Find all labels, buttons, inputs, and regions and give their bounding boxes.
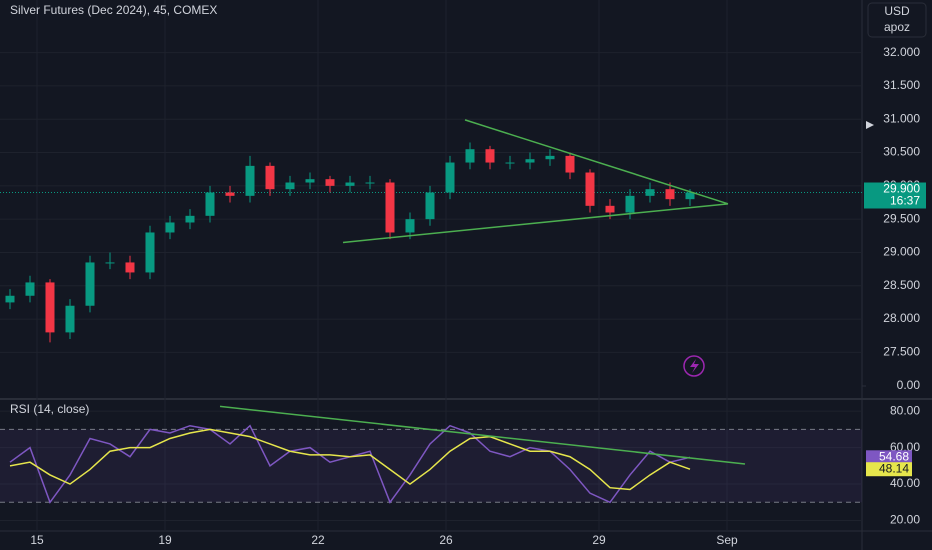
candle-body <box>625 195 635 213</box>
candle-body <box>485 149 495 163</box>
candle-body <box>365 182 375 184</box>
candle-body <box>385 182 395 233</box>
candle-body <box>525 159 535 163</box>
trendline <box>464 119 729 205</box>
candle-body <box>665 189 675 200</box>
last-value-label: 54.68 <box>879 449 909 463</box>
candle-body <box>5 295 15 303</box>
candle-body <box>165 222 175 233</box>
y-tick-label: 20.00 <box>890 513 920 527</box>
y-tick-label: 27.500 <box>883 345 920 359</box>
candle-body <box>145 232 155 273</box>
y-tick-label: 29.500 <box>883 211 920 225</box>
candle-body <box>345 182 355 186</box>
candle-body <box>245 165 255 196</box>
last-value-box <box>866 450 912 465</box>
y-tick-label: 60.00 <box>890 440 920 454</box>
chart-title: Silver Futures (Dec 2024), 45, COMEX <box>10 3 217 17</box>
rsi-band <box>0 429 862 503</box>
x-tick-label: 19 <box>158 533 172 547</box>
y-tick-label: 31.000 <box>883 111 920 125</box>
price-marker <box>866 121 874 129</box>
candle-body <box>205 192 215 216</box>
y-tick-label: 28.500 <box>883 278 920 292</box>
candle-body <box>405 219 415 233</box>
candle-body <box>45 282 55 333</box>
candle-body <box>425 192 435 220</box>
y-tick-label: 28.000 <box>883 311 920 325</box>
y-tick-label: 29.000 <box>883 245 920 259</box>
candle-body <box>125 262 135 273</box>
y-tick-label: 30.500 <box>883 145 920 159</box>
candle-body <box>25 282 35 296</box>
candle-body <box>545 155 555 160</box>
y-tick-label: 40.00 <box>890 476 920 490</box>
x-tick-label: 22 <box>311 533 325 547</box>
currency-box[interactable] <box>867 2 927 38</box>
volume-tick-label: 0.00 <box>897 378 921 392</box>
candle-body <box>605 205 615 213</box>
candle-body <box>65 305 75 333</box>
last-value-box <box>866 462 912 477</box>
x-tick-label: 29 <box>592 533 606 547</box>
candle-body <box>685 192 695 200</box>
alert-icon[interactable] <box>683 355 705 377</box>
last-price-box <box>864 182 926 209</box>
marks <box>5 119 746 504</box>
last-value-label: 48.14 <box>879 461 909 475</box>
candle-body <box>505 162 515 164</box>
candle-body <box>585 172 595 206</box>
rsi-line <box>9 428 691 491</box>
candle-body <box>225 192 235 196</box>
y-tick-label: 31.500 <box>883 78 920 92</box>
rsi-title: RSI (14, close) <box>10 402 89 416</box>
candle-body <box>465 149 475 163</box>
x-tick-label: 15 <box>30 533 44 547</box>
candle-body <box>185 215 195 223</box>
x-tick-label: 26 <box>439 533 453 547</box>
trendline <box>219 405 746 465</box>
alert-bolt <box>690 359 699 373</box>
candle-body <box>105 262 115 264</box>
countdown: 16:37 <box>890 194 920 208</box>
candle-body <box>305 179 315 183</box>
trendline <box>342 203 729 244</box>
candle-body <box>565 155 575 173</box>
candle-body <box>265 165 275 190</box>
y-tick-label: 32.000 <box>883 45 920 59</box>
candle-body <box>325 179 335 186</box>
grid <box>0 0 862 531</box>
unit: apoz <box>884 20 910 34</box>
candle-body <box>85 262 95 306</box>
candle-body <box>285 182 295 190</box>
candle-body <box>445 162 455 193</box>
x-tick-label: Sep <box>716 533 738 547</box>
last-price-label: 29.900 <box>883 182 920 196</box>
candle-body <box>645 189 655 196</box>
y-tick-label: 80.00 <box>890 403 920 417</box>
currency: USD <box>884 4 910 18</box>
